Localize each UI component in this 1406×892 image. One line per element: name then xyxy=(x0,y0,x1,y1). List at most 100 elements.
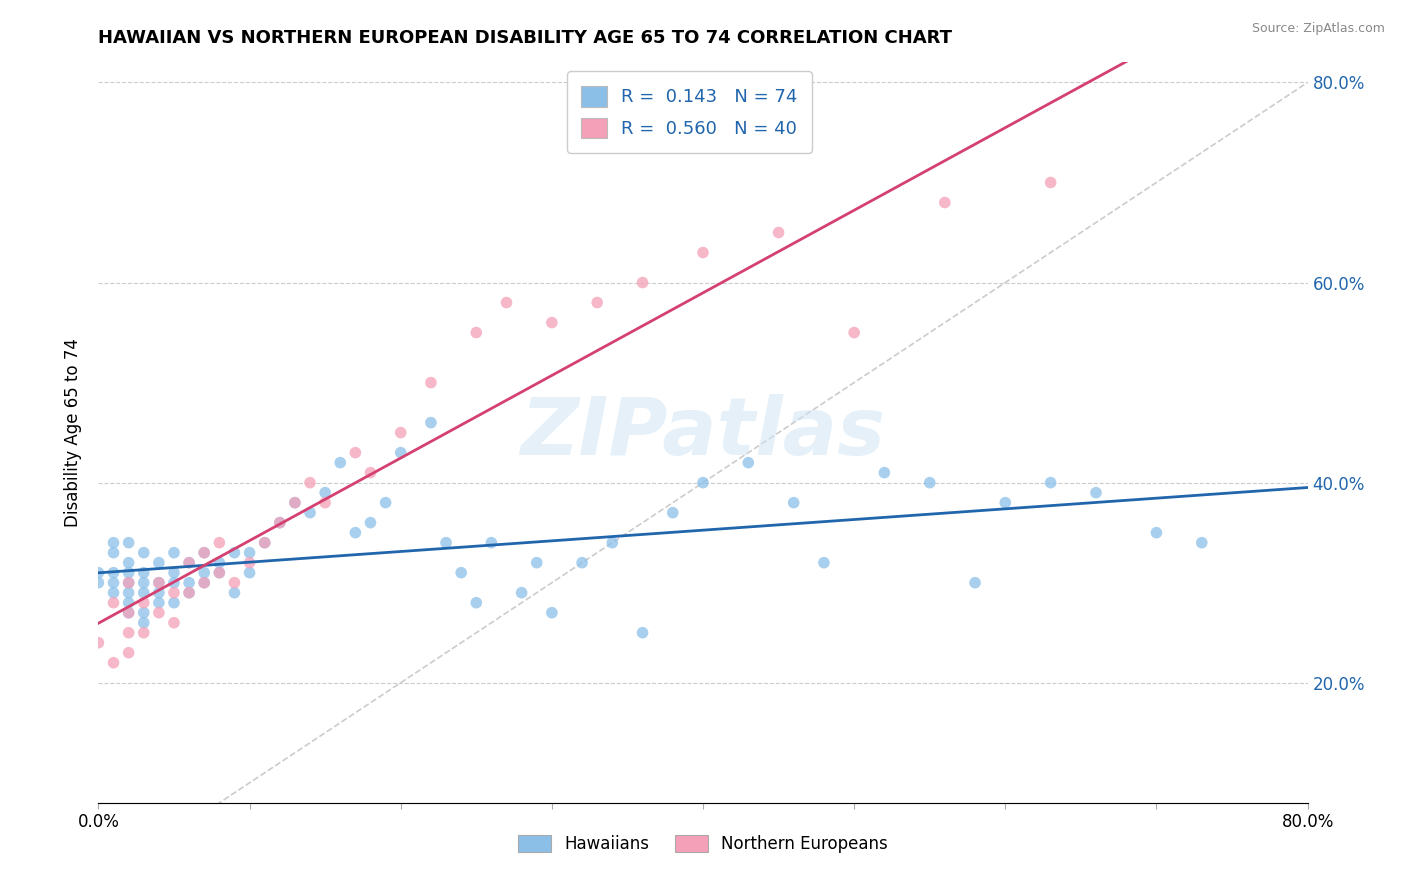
Point xyxy=(284,496,307,510)
Point xyxy=(329,456,352,470)
Point xyxy=(118,566,141,580)
Point xyxy=(132,546,155,560)
Point xyxy=(299,506,322,520)
Point xyxy=(132,585,155,599)
Point xyxy=(193,546,215,560)
Point xyxy=(179,585,201,599)
Point xyxy=(118,556,141,570)
Point xyxy=(586,295,609,310)
Point xyxy=(692,475,714,490)
Point xyxy=(813,556,835,570)
Point xyxy=(118,535,141,549)
Point xyxy=(224,546,246,560)
Point xyxy=(389,445,412,459)
Point xyxy=(420,376,443,390)
Point xyxy=(360,516,382,530)
Point xyxy=(1144,525,1167,540)
Point xyxy=(148,585,170,599)
Point xyxy=(661,506,683,520)
Point xyxy=(994,496,1017,510)
Point xyxy=(208,535,231,549)
Point xyxy=(193,575,215,590)
Point xyxy=(1039,176,1062,190)
Point xyxy=(179,575,201,590)
Point xyxy=(239,566,262,580)
Point xyxy=(132,615,155,630)
Point xyxy=(1039,475,1062,490)
Point xyxy=(934,195,956,210)
Point xyxy=(118,575,141,590)
Point xyxy=(465,596,488,610)
Point xyxy=(87,636,110,650)
Point xyxy=(389,425,412,440)
Point xyxy=(374,496,396,510)
Point xyxy=(87,575,110,590)
Point xyxy=(132,575,155,590)
Point xyxy=(193,566,215,580)
Point xyxy=(179,556,201,570)
Point xyxy=(510,585,533,599)
Point xyxy=(1085,485,1108,500)
Point xyxy=(239,556,262,570)
Point xyxy=(526,556,548,570)
Point xyxy=(193,575,215,590)
Point xyxy=(163,585,186,599)
Point xyxy=(360,466,382,480)
Point xyxy=(148,575,170,590)
Point xyxy=(118,585,141,599)
Point xyxy=(87,566,110,580)
Point xyxy=(148,575,170,590)
Point xyxy=(103,656,125,670)
Point xyxy=(118,646,141,660)
Point xyxy=(103,585,125,599)
Point xyxy=(344,525,367,540)
Point xyxy=(132,566,155,580)
Point xyxy=(344,445,367,459)
Point xyxy=(118,575,141,590)
Point xyxy=(253,535,276,549)
Point xyxy=(103,596,125,610)
Point xyxy=(314,496,336,510)
Point xyxy=(163,615,186,630)
Point xyxy=(163,566,186,580)
Point xyxy=(148,606,170,620)
Point xyxy=(495,295,517,310)
Point xyxy=(132,625,155,640)
Point xyxy=(148,596,170,610)
Point xyxy=(163,575,186,590)
Point xyxy=(224,585,246,599)
Point xyxy=(1191,535,1213,549)
Y-axis label: Disability Age 65 to 74: Disability Age 65 to 74 xyxy=(65,338,83,527)
Point xyxy=(571,556,593,570)
Point xyxy=(103,575,125,590)
Point xyxy=(768,226,790,240)
Point xyxy=(103,535,125,549)
Point xyxy=(253,535,276,549)
Point xyxy=(965,575,987,590)
Point xyxy=(540,316,562,330)
Point xyxy=(103,566,125,580)
Text: ZIPatlas: ZIPatlas xyxy=(520,393,886,472)
Point xyxy=(420,416,443,430)
Point xyxy=(540,606,562,620)
Point xyxy=(269,516,291,530)
Point xyxy=(118,606,141,620)
Point xyxy=(148,556,170,570)
Point xyxy=(269,516,291,530)
Point xyxy=(118,596,141,610)
Text: HAWAIIAN VS NORTHERN EUROPEAN DISABILITY AGE 65 TO 74 CORRELATION CHART: HAWAIIAN VS NORTHERN EUROPEAN DISABILITY… xyxy=(98,29,952,47)
Point xyxy=(163,546,186,560)
Point xyxy=(299,475,322,490)
Point xyxy=(208,556,231,570)
Point xyxy=(179,585,201,599)
Point xyxy=(193,546,215,560)
Point xyxy=(284,496,307,510)
Point xyxy=(737,456,759,470)
Point xyxy=(602,535,624,549)
Point xyxy=(208,566,231,580)
Point xyxy=(918,475,941,490)
Point xyxy=(873,466,896,480)
Point xyxy=(163,596,186,610)
Point xyxy=(465,326,488,340)
Point xyxy=(434,535,457,549)
